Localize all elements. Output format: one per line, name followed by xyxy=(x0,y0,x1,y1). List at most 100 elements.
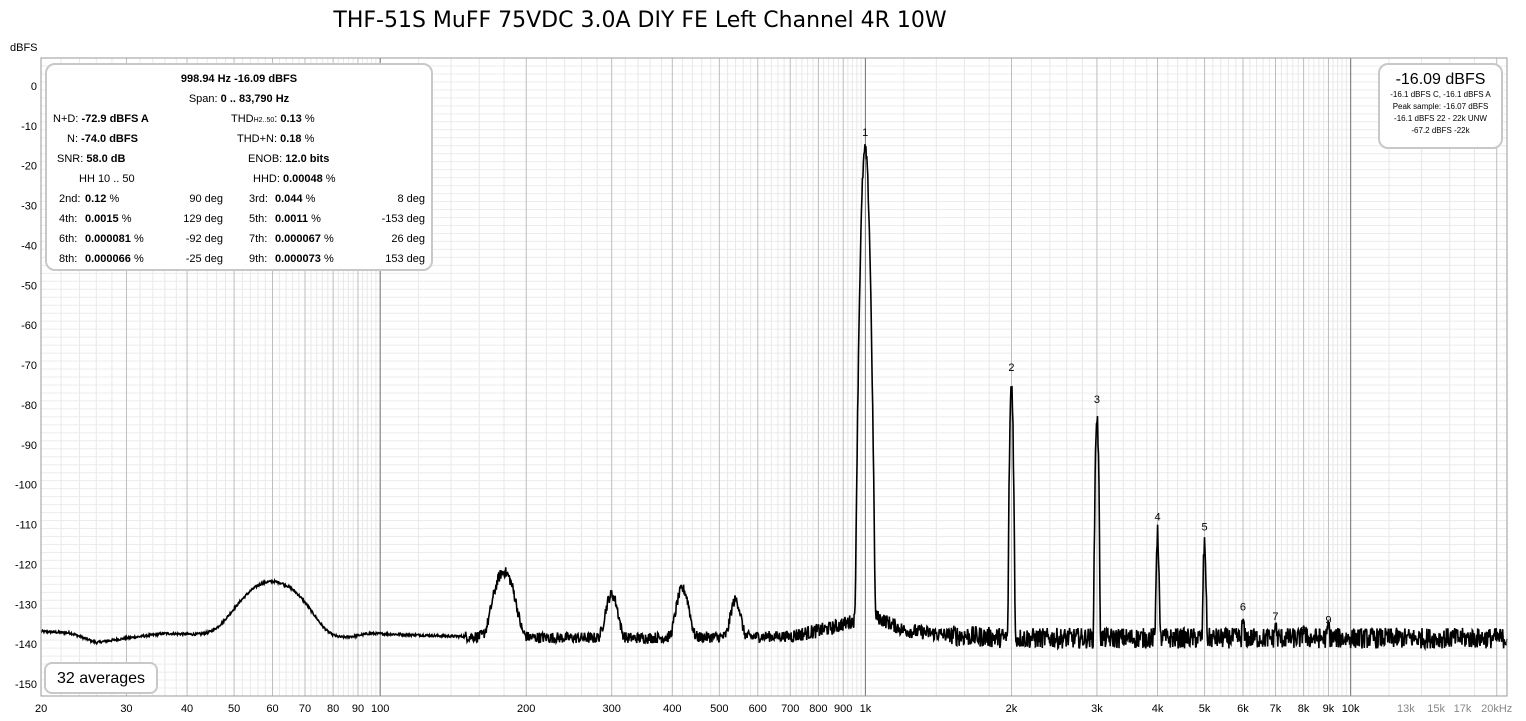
x-tick-label: 20kHz xyxy=(1481,703,1512,715)
thd-sub: H2..50 xyxy=(253,117,275,124)
span-readout: Span: 0 .. 83,790 Hz xyxy=(47,93,431,105)
harmonic-phase: 26 deg xyxy=(391,233,425,245)
y-axis-label: dBFS xyxy=(10,42,38,54)
harmonic-label: 1 xyxy=(862,127,868,139)
x-tick-label: 20 xyxy=(35,703,47,715)
y-tick-label: -140 xyxy=(15,639,37,651)
y-tick-label: -120 xyxy=(15,559,37,571)
level-line-3: -16.1 dBFS 22 - 22k UNW xyxy=(1394,114,1487,123)
harmonic-label: 4 xyxy=(1154,512,1160,524)
noise-readout: N: -74.0 dBFS xyxy=(67,133,138,145)
y-tick-label: -30 xyxy=(21,201,37,213)
snr-value: 58.0 dB xyxy=(86,153,126,165)
x-tick-label: 13k xyxy=(1397,703,1415,715)
harmonic-value: 0.12 % xyxy=(85,193,119,205)
x-tick-label: 200 xyxy=(517,703,535,715)
span-label: Span: xyxy=(188,93,218,105)
thd-colon: : xyxy=(274,113,278,125)
hhd-unit: % xyxy=(325,173,336,185)
harmonic-label: 8 xyxy=(1301,625,1307,637)
y-tick-label: -20 xyxy=(21,161,37,173)
snr-label: SNR: xyxy=(57,153,84,165)
harmonic-label: 5 xyxy=(1202,522,1208,534)
hhd-value: 0.00048 xyxy=(282,173,323,185)
measurement-panel[interactable]: 998.94 Hz -16.09 dBFS Span: 0 .. 83,790 … xyxy=(45,63,433,271)
y-tick-label: -90 xyxy=(21,440,37,452)
x-tick-label: 40 xyxy=(181,703,193,715)
y-tick-label: 0 xyxy=(31,81,37,93)
thdn-unit: % xyxy=(304,133,315,145)
harmonic-phase: -92 deg xyxy=(185,233,223,245)
harmonic-label: 5th: xyxy=(249,213,268,225)
harmonic-unit: % xyxy=(130,253,144,265)
harmonic-percent: 0.0015 xyxy=(85,213,119,225)
thd-readout: THDH2..50: 0.13 % xyxy=(231,113,315,125)
y-tick-label: -130 xyxy=(15,599,37,611)
harmonic-percent: 0.044 xyxy=(275,193,303,205)
span-value: 0 .. 83,790 Hz xyxy=(220,93,290,105)
x-tick-label: 400 xyxy=(663,703,681,715)
harmonic-phase: 153 deg xyxy=(385,253,425,265)
thd-value: 0.13 xyxy=(280,113,302,125)
enob-label: ENOB: xyxy=(248,153,283,165)
harmonic-phase: -25 deg xyxy=(185,253,223,265)
harmonic-unit: % xyxy=(308,213,321,225)
harmonic-value: 0.000073 % xyxy=(275,253,334,265)
x-tick-label: 50 xyxy=(228,703,240,715)
y-tick-label: -50 xyxy=(21,280,37,292)
harmonic-value: 0.0015 % xyxy=(85,213,132,225)
harmonic-value: 0.000067 % xyxy=(275,233,334,245)
level-line-4: -67.2 dBFS -22k xyxy=(1411,126,1470,135)
x-tick-label: 500 xyxy=(710,703,728,715)
thdn-value: 0.18 xyxy=(280,133,302,145)
harmonic-value: 0.000066 % xyxy=(85,253,144,265)
x-tick-label: 80 xyxy=(327,703,339,715)
harmonic-label: 4th: xyxy=(59,213,78,225)
harmonic-label: 8th: xyxy=(59,253,78,265)
x-tick-label: 300 xyxy=(603,703,621,715)
snr-readout: SNR: 58.0 dB xyxy=(57,153,125,165)
level-line-2: Peak sample: -16.07 dBFS xyxy=(1392,102,1489,111)
level-panel[interactable]: -16.09 dBFS -16.1 dBFS C, -16.1 dBFS A P… xyxy=(1378,63,1503,149)
x-tick-label: 2k xyxy=(1006,703,1018,715)
noise-value: -74.0 dBFS xyxy=(81,133,138,145)
harmonic-percent: 0.0011 xyxy=(275,213,309,225)
harmonic-label: 2nd: xyxy=(59,193,81,205)
harmonic-label: 7th: xyxy=(249,233,268,245)
y-tick-labels: 0 -10 -20 -30 -40 -50 -60 -70 -80 -90 -100 -110 -120… xyxy=(15,81,37,691)
harmonic-percent: 0.000073 xyxy=(275,253,321,265)
harmonic-value: 0.044 % xyxy=(275,193,315,205)
enob-readout: ENOB: 12.0 bits xyxy=(248,153,329,165)
level-main: -16.09 dBFS xyxy=(1395,71,1486,88)
harmonic-label: 3 xyxy=(1094,394,1100,406)
x-tick-label: 60 xyxy=(266,703,278,715)
x-tick-label: 9k xyxy=(1323,703,1335,715)
averages-badge[interactable]: 32 averages xyxy=(44,662,158,694)
harmonic-unit: % xyxy=(320,233,334,245)
y-tick-label: -110 xyxy=(16,520,37,532)
harmonic-labels: 1 2 3 4 5 6 7 8 9 xyxy=(862,127,1331,637)
hhd-label: HHD: xyxy=(253,173,280,185)
nd-readout: N+D: -72.9 dBFS A xyxy=(53,113,149,125)
thdn-label: THD+N: xyxy=(237,133,278,145)
harmonic-label: 6 xyxy=(1240,601,1246,613)
x-tick-label: 5k xyxy=(1199,703,1211,715)
harmonic-unit: % xyxy=(118,213,132,225)
x-tick-label: 70 xyxy=(299,703,311,715)
x-tick-label: 15k xyxy=(1427,703,1445,715)
y-tick-label: -70 xyxy=(21,360,37,372)
x-tick-label: 17k xyxy=(1454,703,1472,715)
y-tick-label: -10 xyxy=(21,121,37,133)
harmonic-label: 9 xyxy=(1325,614,1331,626)
x-tick-label: 600 xyxy=(749,703,767,715)
x-tick-label: 3k xyxy=(1091,703,1103,715)
harmonic-unit: % xyxy=(130,233,144,245)
hh-range: HH 10 .. 50 xyxy=(79,173,135,185)
harmonic-label: 2 xyxy=(1008,362,1014,374)
y-tick-label: -80 xyxy=(21,400,37,412)
chart-title: THF-51S MuFF 75VDC 3.0A DIY FE Left Chan… xyxy=(333,8,947,33)
x-tick-labels: 20 30 40 50 60 70 80 90 100 200 300 400 500 600 700 800… xyxy=(35,703,1512,715)
x-tick-label: 8k xyxy=(1298,703,1310,715)
